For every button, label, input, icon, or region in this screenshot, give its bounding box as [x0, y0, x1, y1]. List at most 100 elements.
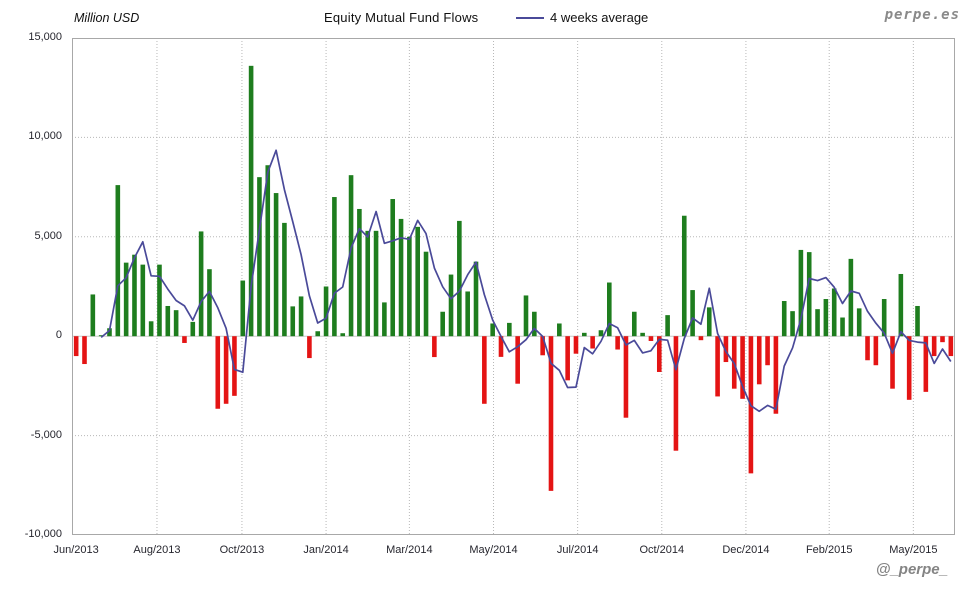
- flow-bar: [265, 165, 271, 337]
- flow-bar: [332, 197, 337, 337]
- flow-bar: [490, 323, 495, 337]
- flow-bar: [182, 336, 187, 343]
- flow-bar: [298, 296, 304, 337]
- flow-bar: [948, 336, 954, 357]
- flow-bar: [340, 333, 346, 337]
- flow-bar: [290, 306, 296, 337]
- flow-bar: [648, 336, 654, 341]
- flow-bar: [390, 199, 396, 337]
- x-tick-label: Jul/2014: [556, 544, 599, 556]
- flow-bar: [73, 336, 79, 357]
- y-axis-title: Million USD: [74, 11, 140, 25]
- plot-border: [72, 38, 955, 535]
- flow-bar: [923, 336, 929, 392]
- flow-bar: [598, 330, 604, 337]
- y-tick-label: -5,000: [30, 428, 62, 441]
- flow-bar: [615, 336, 620, 350]
- flow-bar: [523, 295, 529, 337]
- flow-bar: [573, 336, 579, 354]
- x-tick-label: Mar/2014: [386, 544, 433, 556]
- x-tick-label: Oct/2014: [639, 544, 685, 556]
- flow-bar: [207, 269, 212, 337]
- flow-bar: [881, 299, 887, 337]
- flow-bar: [715, 336, 720, 397]
- flow-bar: [848, 258, 854, 337]
- y-tick-label: -10,000: [24, 528, 62, 540]
- flow-bar: [673, 336, 679, 451]
- flow-bar: [623, 336, 629, 418]
- flow-bar: [823, 299, 829, 337]
- flows-chart: [72, 38, 955, 535]
- flow-bar: [865, 336, 870, 361]
- flow-bar: [781, 301, 787, 337]
- x-tick-label: Dec/2014: [722, 544, 770, 556]
- flow-bar: [482, 336, 487, 404]
- flow-bar: [631, 311, 637, 337]
- flow-bar: [348, 175, 354, 337]
- flow-bar: [590, 336, 595, 349]
- flow-bar: [398, 218, 404, 337]
- flow-bar: [640, 332, 645, 337]
- flow-bar: [157, 264, 162, 337]
- flow-bar: [656, 336, 662, 372]
- flow-bar: [565, 336, 570, 381]
- flow-bar: [407, 236, 412, 337]
- flow-bar: [856, 308, 862, 337]
- flow-bar: [698, 336, 704, 341]
- flow-bar: [373, 230, 379, 337]
- flow-bar: [873, 336, 879, 366]
- flow-bar: [473, 261, 479, 337]
- flow-bar: [931, 336, 937, 357]
- flow-bar: [831, 288, 837, 337]
- flow-bar: [415, 226, 420, 337]
- flow-bar: [432, 336, 437, 358]
- flow-bar: [898, 273, 904, 337]
- x-tick-label: Jun/2013: [53, 544, 99, 556]
- flow-bar: [798, 249, 804, 337]
- flow-bar: [706, 307, 712, 337]
- flow-bar: [507, 322, 512, 337]
- flow-bar: [165, 305, 171, 337]
- y-tick-label: 15,000: [28, 31, 62, 43]
- flow-bar: [257, 177, 262, 337]
- flow-bar: [557, 323, 562, 337]
- flow-bar: [548, 336, 554, 491]
- flow-bar: [515, 336, 520, 384]
- flow-bar: [690, 290, 695, 337]
- flow-bar: [440, 311, 445, 337]
- flow-bar: [123, 262, 129, 337]
- flow-bar: [90, 294, 96, 337]
- flow-bar: [115, 185, 121, 337]
- flow-bar: [190, 321, 196, 337]
- flow-bar: [906, 336, 912, 400]
- flow-bar: [382, 302, 387, 337]
- flow-bar: [806, 252, 812, 337]
- legend-line-icon: [516, 17, 544, 19]
- flow-bar: [132, 254, 137, 337]
- x-tick-label: May/2014: [469, 544, 518, 556]
- flow-bar: [582, 332, 587, 337]
- flow-bar: [890, 336, 895, 389]
- chart-title: Equity Mutual Fund Flows: [324, 10, 479, 25]
- flow-bar: [223, 336, 229, 404]
- flow-bar: [765, 336, 770, 366]
- flow-bar: [790, 311, 795, 337]
- legend-label: 4 weeks average: [550, 10, 649, 25]
- flow-bar: [423, 251, 429, 337]
- flow-bar: [248, 65, 254, 337]
- flow-bar: [457, 220, 462, 337]
- x-tick-label: Feb/2015: [805, 544, 853, 556]
- twitter-watermark: @_perpe_: [875, 561, 948, 578]
- x-tick-label: Aug/2013: [133, 544, 181, 556]
- x-tick-label: May/2015: [889, 544, 938, 556]
- flow-bar: [840, 317, 845, 337]
- flow-bar: [198, 231, 204, 337]
- flow-bar: [140, 264, 146, 337]
- flow-bar: [773, 336, 779, 414]
- flow-bar: [498, 336, 504, 357]
- flow-bar: [681, 215, 687, 337]
- flow-bar: [940, 336, 945, 343]
- legend: 4 weeks average: [516, 10, 648, 25]
- y-tick-label: 5,000: [34, 229, 62, 242]
- flow-bar: [357, 208, 362, 337]
